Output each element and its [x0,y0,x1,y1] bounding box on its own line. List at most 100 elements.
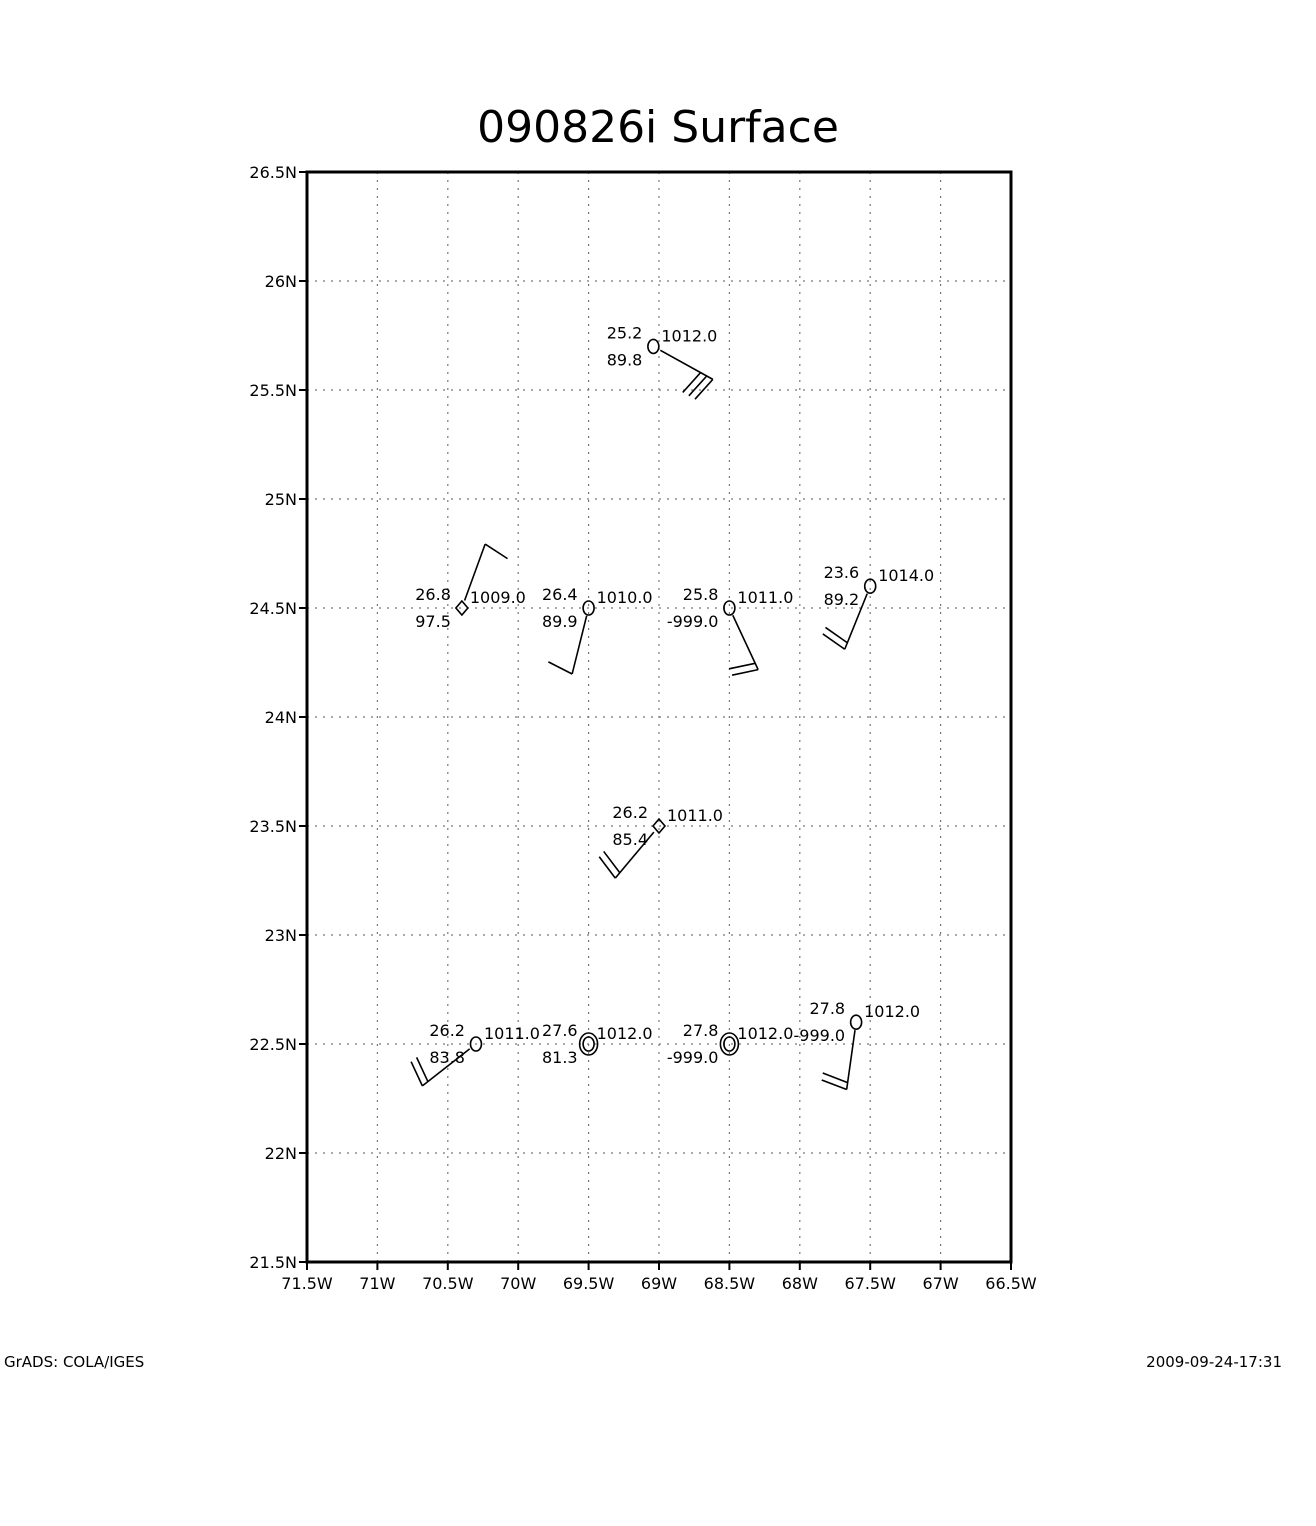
station-temperature: 26.2 [429,1021,465,1040]
station-humidity: 89.9 [542,612,578,631]
station-humidity: 97.5 [415,612,451,631]
tick-label-lon: 71W [359,1274,395,1293]
wind-barb-shaft [732,614,759,670]
station-marker-circle [582,1036,595,1052]
station-temperature: 26.2 [612,803,648,822]
wind-barb-feather [682,372,702,393]
station-temperature: 27.6 [542,1021,578,1040]
station-humidity: -999.0 [794,1026,846,1045]
tick-label-lat: 22N [265,1144,297,1163]
station-temperature: 27.8 [683,1021,719,1040]
wind-barb-shaft [659,349,714,381]
station: 26.8 1009.0 97.5 [415,543,526,631]
tick-label-lat: 23N [265,926,297,945]
station-pressure: 1012.0 [737,1024,793,1043]
station-temperature: 25.2 [607,323,643,342]
tick-label-lon: 67.5W [844,1274,896,1293]
station-humidity: 83.8 [429,1048,465,1067]
tick-label-lat: 24N [265,708,297,727]
wind-barb-feather [548,661,573,675]
wind-barb-feather [731,668,759,676]
wind-barb-feather [688,375,708,397]
wind-barb-feather [694,378,714,400]
wind-barb-shaft [463,543,486,601]
wind-barb-feather [822,633,846,650]
wind-barb-feather [484,543,508,560]
footer-left: GrADS: COLA/IGES [4,1353,145,1371]
tick-label-lon: 69W [641,1274,677,1293]
station-marker-circle [723,1036,736,1052]
stations: 25.2 1012.0 89.8 26.8 1009.0 97.5 26.4 1010.0 89… [410,323,934,1091]
grid-lines [307,172,1011,1262]
wind-barb-shaft [571,615,588,675]
tick-label-lat: 23.5N [249,817,297,836]
tick-label-lon: 68.5W [704,1274,756,1293]
station-humidity: 89.8 [607,350,643,369]
wind-barb-feather [410,1061,424,1087]
station-marker-outer-circle [719,1032,740,1056]
tick-label-lon: 69.5W [563,1274,615,1293]
tick-label-lon: 67W [923,1274,959,1293]
station-pressure: 1011.0 [667,806,723,825]
wind-barb-feather [821,1079,847,1091]
station-marker-circle [469,1036,483,1052]
wind-barb-feather [415,1057,429,1082]
station-humidity: -999.0 [667,1048,719,1067]
station: 27.8 1012.0 -999.0 [667,1021,794,1067]
station-pressure: 1010.0 [597,588,653,607]
wind-barb-feather [728,662,756,670]
wind-barb-feather [603,850,621,874]
wind-barb-feather [825,626,848,644]
station-marker-circle [849,1014,863,1031]
station-marker-diamond [454,599,469,617]
map-title: 090826i Surface [477,102,839,153]
station-humidity: 89.2 [824,590,860,609]
tick-label-lon: 66.5W [985,1274,1037,1293]
station-humidity: 85.4 [612,830,648,849]
tick-label-lat: 25.5N [249,381,297,400]
tick-label-lat: 22.5N [249,1035,297,1054]
station-marker-diamond [651,817,667,835]
tick-label-lon: 70.5W [422,1274,474,1293]
station-temperature: 26.8 [415,585,451,604]
tick-label-lat: 21.5N [249,1253,297,1272]
wind-barb-shaft [845,1030,856,1090]
wind-barb-feather [598,856,616,879]
tick-label-lat: 25N [265,490,297,509]
station-marker-circle [582,600,595,616]
footer-right: 2009-09-24-17:31 [1146,1353,1282,1371]
station: 26.2 1011.0 83.8 [410,1021,540,1087]
station: 25.2 1012.0 89.8 [607,323,717,400]
station: 26.2 1011.0 85.4 [598,803,723,879]
wind-barb-feather [822,1072,848,1084]
station-temperature: 26.4 [542,585,578,604]
station-marker-circle [647,338,660,355]
station-pressure: 1011.0 [484,1024,540,1043]
station: 23.6 1014.0 89.2 [822,563,934,650]
station-temperature: 25.8 [683,585,719,604]
tick-label-lon: 71.5W [281,1274,333,1293]
wind-barb-shaft [421,1048,471,1087]
station: 26.4 1010.0 89.9 [542,585,653,675]
tick-label-lat: 26N [265,272,297,291]
station-marker-circle [723,600,736,616]
wind-barb-shaft [614,831,655,879]
station-humidity: 81.3 [542,1048,578,1067]
station-pressure: 1012.0 [597,1024,653,1043]
station: 27.6 1012.0 81.3 [542,1021,653,1067]
tick-label-lon: 70W [500,1274,536,1293]
station-marker-circle [863,578,877,595]
station-temperature: 23.6 [824,563,860,582]
station: 25.8 1011.0 -999.0 [667,585,793,676]
tick-label-lat: 24.5N [249,599,297,618]
station-pressure: 1012.0 [864,1002,920,1021]
station: 27.8 1012.0 -999.0 [794,999,920,1091]
station-pressure: 1009.0 [470,588,526,607]
axis-ticks: 71.5W 71W 70.5W 70W 69.5W 69W 68.5W 68W 67.5W 67W… [249,163,1036,1293]
station-marker-outer-circle [578,1032,599,1056]
station-humidity: -999.0 [667,612,719,631]
station-pressure: 1014.0 [878,566,934,585]
tick-label-lon: 68W [782,1274,818,1293]
wind-barb-shaft [843,593,868,650]
